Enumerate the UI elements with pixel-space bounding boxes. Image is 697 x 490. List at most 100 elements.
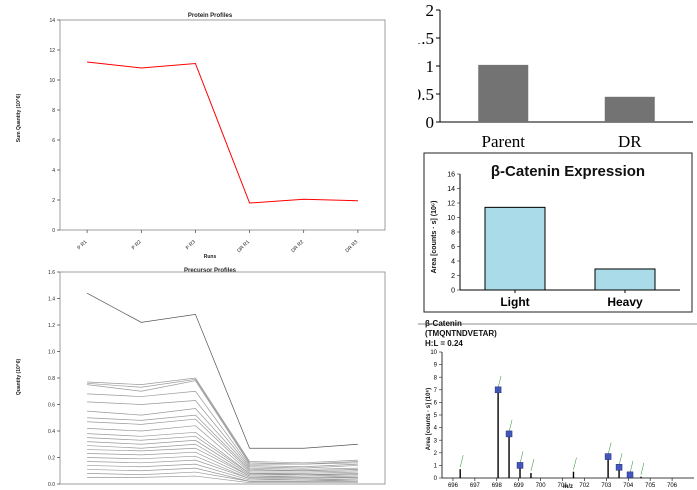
x-tick-label: 704 [623, 483, 634, 489]
series-line [87, 425, 358, 473]
y-tick-label: 2 [434, 451, 438, 457]
bar-light [484, 206, 546, 291]
y-tick-label: 0 [426, 113, 435, 132]
y-tick-label: 16 [447, 171, 455, 178]
series-line [87, 455, 358, 480]
peak-annotation-leader [508, 419, 513, 432]
y-tick-label: 2 [451, 273, 455, 280]
y-tick-label: 0 [451, 287, 455, 294]
y-tick-label: 1.2 [48, 323, 55, 329]
peak-annotation-leader [519, 451, 524, 464]
peak-annotation-leader [640, 462, 645, 475]
x-tick-label: 701 [558, 483, 569, 489]
series-line [87, 439, 358, 476]
series-line [87, 380, 358, 465]
x-tick-label: 697 [470, 483, 481, 489]
y-tick-label: 10 [49, 78, 55, 84]
series-line [87, 443, 358, 477]
y-tick-label: 0 [52, 228, 55, 234]
y-tick-label: 12 [447, 200, 455, 207]
y-tick-label: 2 [52, 198, 55, 204]
y-axis-label: Quantity (10^6) [16, 359, 22, 396]
title-line-3: H:L = 0.24 [425, 339, 463, 348]
x-tick-label: 700 [536, 483, 547, 489]
series-line [87, 451, 358, 478]
y-tick-label: 1 [434, 464, 438, 470]
series-line [87, 418, 358, 472]
protein-profiles-svg: Protein Profiles Runs Sum Quantity (10^6… [16, 13, 386, 260]
y-tick-label: 0.2 [48, 455, 55, 461]
chart-title: Precursor Profiles [184, 268, 237, 274]
catenin-expression-chart: β-Catenin Expression Area [counts · s] (… [418, 152, 697, 314]
peak-annotation-leader [497, 375, 502, 388]
y-tick-label: 1.0 [48, 349, 55, 355]
series-line [87, 390, 358, 468]
series-line [87, 377, 358, 464]
peak-annotation-leader [459, 455, 464, 468]
y-tick-label: 5 [434, 413, 438, 419]
peak-annotation-leader [629, 460, 634, 473]
peak-annotation-leader [530, 458, 535, 472]
series-line [87, 61, 358, 204]
y-tick-label: 0.0 [48, 482, 55, 488]
peak-marker [615, 464, 623, 471]
x-tick-label: 705 [645, 483, 656, 489]
series-line [87, 378, 358, 465]
y-axis-label: Area [counts · s] (10⁶) [431, 201, 438, 274]
y-tick-label: 4 [434, 426, 438, 432]
chart-title: Protein Profiles [188, 13, 233, 19]
x-tick-label: 696 [448, 483, 459, 489]
x-tick-label: Heavy [607, 295, 643, 309]
y-tick-label: 8 [434, 375, 438, 381]
y-tick-label: 10 [430, 350, 437, 356]
y-tick-label: 0.6 [48, 402, 55, 408]
y-tick-label: 4 [52, 168, 55, 174]
x-tick-label: 698 [492, 483, 503, 489]
peak-marker [494, 386, 502, 394]
bar-heavy [594, 268, 656, 291]
parent-dr-svg: 0 0.5 1 1.5 2 Parent DR [418, 1, 693, 151]
peak-marker [516, 462, 524, 469]
protein-profiles-chart: Protein Profiles Runs Sum Quantity (10^6… [0, 0, 400, 260]
x-axis-label: Runs [204, 254, 217, 260]
precursor-profiles-chart: Precursor Profiles Quantity (10^6) 0.0 0.… [0, 262, 400, 490]
y-tick-label: 10 [447, 215, 455, 222]
series-line [87, 475, 358, 484]
y-tick-label: 3 [434, 438, 438, 444]
y-tick-label: 0 [434, 476, 438, 482]
y-tick-label: 6 [434, 401, 438, 407]
peak-annotation-leader [607, 442, 612, 455]
y-axis-label: Area [counts · s] (10⁶) [426, 388, 432, 450]
chart-title: β-Catenin Expression [491, 163, 645, 180]
plot-frame [59, 19, 386, 231]
x-tick-label: 699 [514, 483, 525, 489]
x-tick-label: 703 [601, 483, 612, 489]
y-tick-label: 4 [451, 258, 455, 265]
series-line [87, 408, 358, 470]
plot-frame [59, 271, 386, 485]
y-tick-label: 1.4 [48, 296, 55, 302]
series-line [87, 400, 358, 469]
x-tick-label: DR R2 [290, 239, 305, 254]
y-tick-label: 12 [49, 48, 55, 54]
y-tick-label: 2 [426, 1, 435, 20]
spectrum-svg: β-Catenin (TMQNTNDVETAR) H:L = 0.24 Area… [418, 319, 697, 490]
y-tick-label: 8 [451, 229, 455, 236]
y-tick-label: 1.5 [418, 29, 434, 48]
catenin-expression-svg: β-Catenin Expression Area [counts · s] (… [423, 152, 693, 313]
series-line [87, 431, 358, 474]
y-tick-label: 0.5 [418, 85, 434, 104]
x-tick-label: P R2 [131, 239, 143, 251]
peak-marker [604, 453, 612, 460]
parent-dr-bar-chart: 0 0.5 1 1.5 2 Parent DR [418, 0, 697, 152]
y-tick-label: 0.8 [48, 376, 55, 382]
x-tick-label: DR R3 [344, 239, 359, 254]
x-tick-label: DR [618, 132, 642, 151]
y-tick-label: 14 [49, 18, 55, 24]
x-tick-label: 706 [667, 483, 678, 489]
precursor-profiles-svg: Precursor Profiles Quantity (10^6) 0.0 0.… [16, 268, 386, 488]
peak-marker [505, 430, 513, 438]
peak-annotation-leader [618, 453, 623, 466]
y-tick-label: 0.4 [48, 429, 55, 435]
y-tick-label: 8 [52, 108, 55, 114]
